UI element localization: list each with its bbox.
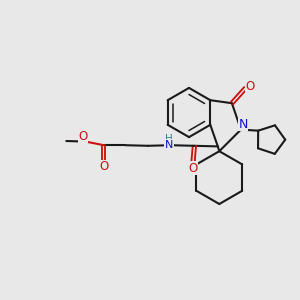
Text: O: O	[188, 162, 197, 175]
Text: O: O	[99, 160, 108, 173]
Text: H: H	[165, 134, 173, 144]
Text: O: O	[245, 80, 254, 93]
Text: N: N	[238, 118, 248, 131]
Text: N: N	[165, 140, 173, 150]
Text: O: O	[78, 130, 87, 143]
